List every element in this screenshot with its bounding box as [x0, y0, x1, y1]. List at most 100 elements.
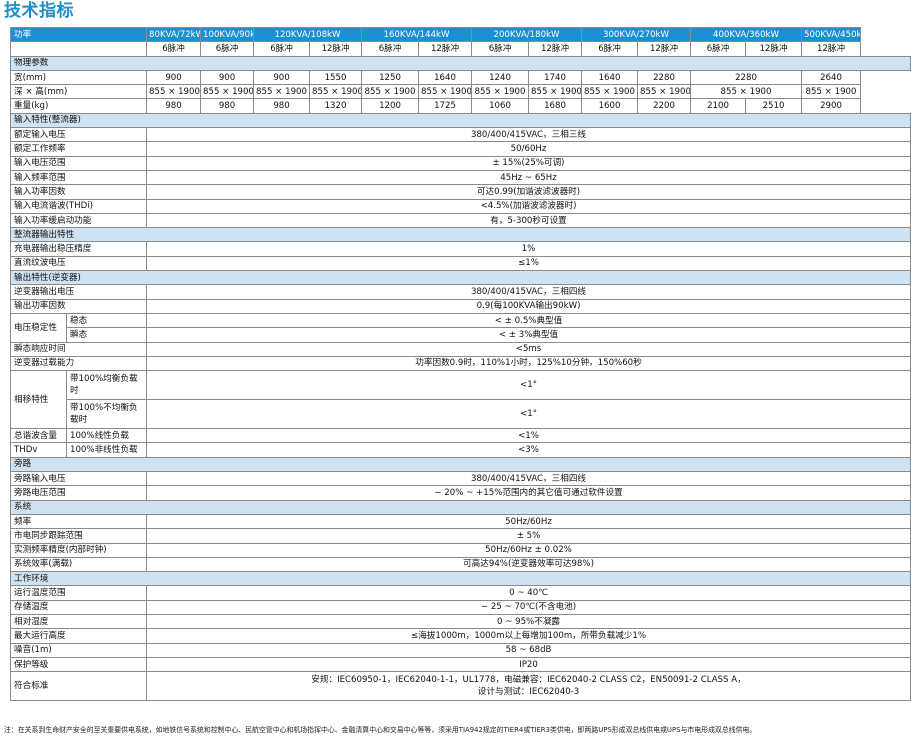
- width-cell: 2640: [801, 69, 862, 86]
- spec-label: 相对湿度: [9, 613, 148, 630]
- compliance-value: 安规：IEC60950-1，IEC62040-1-1，UL1778，电磁兼容：I…: [146, 671, 911, 702]
- pulse-cell: 6脉冲: [146, 41, 202, 57]
- weight-cell: 980: [146, 98, 202, 114]
- stability-label: 电压稳定性: [10, 312, 67, 343]
- weight-cell: 2100: [690, 98, 747, 114]
- spec-value: <5ms: [146, 341, 911, 357]
- spec-row: 输入功率因数 可达0.99(加谐波滤波器时): [9, 184, 911, 200]
- section-rectifier: 整流器输出特性: [9, 227, 911, 243]
- model-80kva: 80KVA/72kW: [146, 26, 202, 43]
- spec-value: 可高达94%(逆变器效率可达98%): [146, 556, 911, 573]
- pulse-cell: 12脉冲: [418, 41, 473, 57]
- spec-row: 旁路输入电压 380/400/415VAC，三相四线: [9, 471, 911, 487]
- weight-row: 重量(kg) 980 980 980 1320 1200 1725 1060 1…: [9, 98, 911, 114]
- spec-row: 最大运行高度 ≤海拔1000m，1000m以上每增加100m，所带负载减少1%: [9, 628, 911, 644]
- spec-label: 输入频率范围: [9, 169, 148, 186]
- spec-label: 逆变器过载能力: [9, 355, 148, 372]
- spec-row: THDv 100%非线性负载 <3%: [10, 442, 911, 458]
- width-cell: 900: [146, 69, 202, 86]
- spec-value: 功率因数0.9时，110%1小时，125%10分钟，150%60秒: [146, 355, 911, 372]
- spec-row: 输入电压范围 ± 15%(25%可调): [9, 155, 911, 171]
- width-cell: 1640: [418, 69, 473, 86]
- spec-label: 充电器输出稳压精度: [9, 241, 148, 257]
- weight-cell: 2900: [801, 98, 862, 114]
- spec-value: − 20% ~ +15%范围内的其它值可通过软件设置: [146, 485, 911, 501]
- pulse-label-blank: [9, 41, 148, 57]
- depth-cell: 855 × 1900: [581, 84, 639, 100]
- weight-cell: 1725: [418, 98, 473, 114]
- pulse-cell: 12脉冲: [528, 41, 583, 57]
- depth-cell: 855 × 1900: [253, 84, 311, 100]
- width-cell: 1640: [581, 69, 639, 86]
- spec-label: 输出功率因数: [9, 298, 148, 314]
- section-header: 整流器输出特性: [9, 227, 911, 243]
- power-header-row: 功率 80KVA/72kW 100KVA/90kW 120KVA/108kW 1…: [9, 26, 911, 43]
- section-output: 输出特性(逆变器): [9, 270, 911, 286]
- pulse-cell: 6脉冲: [581, 41, 639, 57]
- compliance-label: 符合标准: [9, 671, 148, 702]
- width-cell: 2280: [690, 69, 803, 86]
- spec-value: 可达0.99(加谐波滤波器时): [146, 184, 911, 200]
- spec-row: 频率 50Hz/60Hz: [9, 513, 911, 530]
- spec-row: 瞬态 < ± 3%典型值: [11, 327, 911, 343]
- spec-label: 运行温度范围: [9, 585, 148, 601]
- depth-cell: 855 × 1900: [690, 84, 803, 100]
- spec-value: 1%: [146, 241, 911, 257]
- section-environment: 工作环境: [9, 571, 911, 587]
- power-label: 功率: [9, 26, 148, 43]
- weight-cell: 980: [253, 98, 311, 114]
- spec-value: 58 ~ 68dB: [146, 642, 911, 658]
- spec-label: 瞬态响应时间: [9, 341, 148, 357]
- spec-row: 瞬态响应时间 <5ms: [9, 341, 911, 357]
- depth-cell: 855 × 1900: [801, 84, 862, 100]
- spec-value: ± 15%(25%可调): [146, 155, 911, 171]
- spec-row: 系统效率(满载) 可高达94%(逆变器效率可达98%): [9, 556, 911, 573]
- weight-cell: 2200: [637, 98, 692, 114]
- spec-value: 0 ~ 95%不凝露: [146, 613, 911, 630]
- spec-row: 直流纹波电压 ≤1%: [9, 255, 911, 272]
- width-cell: 1740: [528, 69, 583, 86]
- depth-cell: 855 × 1900: [528, 84, 583, 100]
- section-header: 输入特性(整流器): [9, 112, 911, 129]
- spec-label: 实测频率精度(内部时钟): [9, 542, 148, 558]
- spec-row: 带100%不均衡负载时 <1°: [11, 399, 911, 430]
- spec-label: 输入电流谐波(THDi): [9, 198, 148, 214]
- page-title: 技术指标: [4, 1, 74, 21]
- phase-balanced-label: 带100%均衡负载时: [65, 370, 148, 401]
- spec-row: 保护等级 IP20: [9, 656, 911, 673]
- weight-cell: 1680: [528, 98, 583, 114]
- spec-label: 旁路电压范围: [9, 485, 148, 501]
- depth-cell: 855 × 1900: [309, 84, 363, 100]
- spec-row: 充电器输出稳压精度 1%: [9, 241, 911, 257]
- spec-row: 存储温度 − 25 ~ 70℃(不含电池): [9, 599, 911, 615]
- spec-row: 额定输入电压 380/400/415VAC，三相三线: [9, 127, 911, 143]
- spec-row: 电压稳定性 稳态 < ± 0.5%典型值: [10, 312, 911, 343]
- spec-row: 相移特性 带100%均衡负载时 <1°: [10, 370, 911, 430]
- spec-value: 0.9(每100KVA输出90kW): [146, 298, 911, 314]
- spec-value: <4.5%(加谐波滤波器时): [146, 198, 911, 214]
- pulse-cell: 12脉冲: [309, 41, 363, 57]
- spec-value: ± 5%: [146, 528, 911, 544]
- pulse-cell: 6脉冲: [690, 41, 747, 57]
- spec-value: ≤1%: [146, 255, 911, 272]
- spec-value: < ± 0.5%典型值: [146, 312, 911, 329]
- width-cell: 1250: [361, 69, 420, 86]
- spec-value: 50Hz/60Hz ± 0.02%: [146, 542, 911, 558]
- spec-value: − 25 ~ 70℃(不含电池): [146, 599, 911, 615]
- spec-label: 系统效率(满载): [9, 556, 148, 573]
- spec-row: 输入频率范围 45Hz ~ 65Hz: [9, 169, 911, 186]
- spec-value: 50Hz/60Hz: [146, 513, 911, 530]
- width-cell: 900: [200, 69, 255, 86]
- section-system: 系统: [9, 499, 911, 515]
- depth-cell: 855 × 1900: [418, 84, 473, 100]
- spec-row: 旁路电压范围 − 20% ~ +15%范围内的其它值可通过软件设置: [9, 485, 911, 501]
- spec-row: 实测频率精度(内部时钟) 50Hz/60Hz ± 0.02%: [9, 542, 911, 558]
- section-physical: 物理参数: [9, 55, 911, 71]
- spec-row: 逆变器输出电压 380/400/415VAC，三相四线: [9, 284, 911, 300]
- section-header: 物理参数: [9, 55, 911, 71]
- spec-value: <3%: [146, 442, 911, 458]
- depth-cell: 855 × 1900: [471, 84, 530, 100]
- width-row: 宽(mm) 900 900 900 1550 1250 1640 1240 17…: [9, 69, 911, 86]
- depth-cell: 855 × 1900: [361, 84, 420, 100]
- spec-label: 额定输入电压: [9, 127, 148, 143]
